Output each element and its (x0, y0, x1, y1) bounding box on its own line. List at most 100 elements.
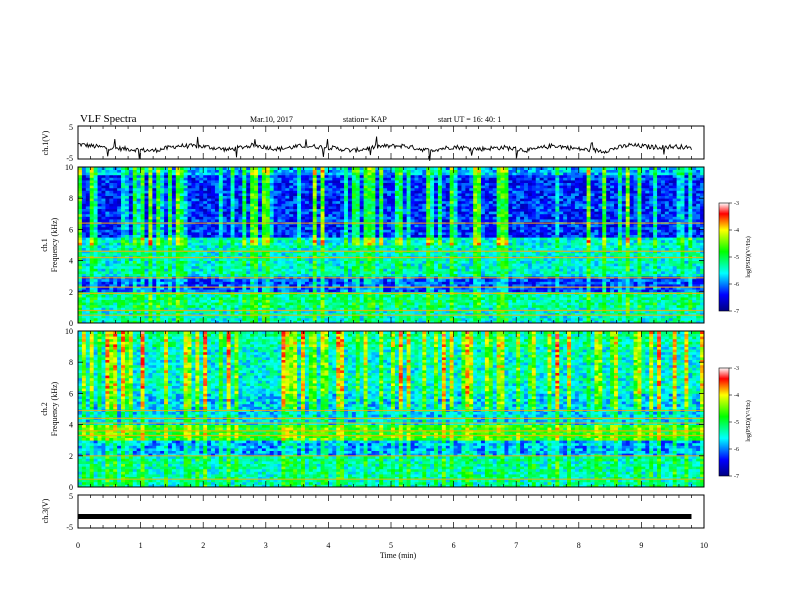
spectrogram-cell (434, 286, 439, 290)
spectrogram-cell (649, 320, 654, 323)
spectrogram-cell (293, 315, 298, 319)
spectrogram-cell (383, 297, 388, 300)
spectrogram-cell (653, 247, 658, 251)
spectrogram-cell (285, 278, 290, 282)
spectrogram-cell (175, 281, 181, 285)
spectrogram-cell (516, 286, 521, 290)
spectrogram-cell (434, 320, 439, 323)
spectrogram-cell (144, 307, 149, 311)
spectrogram-cell (160, 278, 165, 282)
spectrogram-cell (238, 258, 243, 261)
spectrogram-cell (301, 242, 306, 246)
spectrogram-cell (301, 294, 306, 298)
spectrogram-cell (336, 289, 341, 293)
spectrogram-cell (680, 242, 685, 246)
spectrogram-cell (527, 242, 533, 246)
spectrogram-cell (637, 315, 642, 319)
spectrogram-cell (152, 304, 157, 308)
spectrogram-cell (617, 247, 623, 251)
spectrogram-cell (136, 299, 141, 303)
spectrogram-cell (297, 258, 302, 261)
spectrogram-cell (445, 312, 451, 316)
spectrogram-cell (434, 273, 439, 277)
spectrogram-cell (582, 271, 588, 274)
spectrogram-cell (359, 242, 365, 246)
spectrogram-cell (261, 268, 267, 272)
spectrogram-cell (488, 310, 494, 313)
spectrogram-cell (469, 247, 474, 251)
spectrogram-cell (664, 265, 670, 269)
spectrogram-cell (383, 247, 388, 251)
spectrogram-cell (222, 268, 228, 272)
spectrogram-cell (578, 315, 584, 319)
spectrogram-cell (246, 286, 251, 290)
spectrogram-cell (555, 260, 560, 264)
spectrogram-cell (610, 312, 615, 316)
spectrogram-cell (265, 284, 271, 287)
spectrogram-cell (637, 242, 642, 246)
spectrogram-cell (434, 278, 439, 282)
spectrogram-cell (344, 265, 349, 269)
spectrogram-cell (277, 271, 282, 274)
spectrogram-cell (183, 263, 188, 267)
spectrogram-cell (203, 312, 208, 316)
spectrogram-cell (156, 302, 161, 306)
spectrogram-cell (316, 320, 321, 323)
spectrogram-cell (430, 284, 435, 287)
spectrogram-cell (590, 294, 595, 298)
spectrogram-cell (128, 242, 134, 246)
spectrogram-cell (387, 299, 392, 303)
spectrogram-cell (355, 312, 361, 316)
spectrogram-cell (633, 242, 638, 246)
spectrogram-cell (641, 289, 646, 293)
spectrogram-cell (547, 252, 552, 256)
spectrogram-cell (578, 273, 584, 277)
spectrogram-cell (183, 294, 188, 298)
spectrogram-cell (426, 299, 431, 303)
spectrogram-cell (551, 252, 556, 256)
spectrogram-cell (203, 245, 208, 248)
spectrogram-cell (281, 320, 286, 323)
spectrogram-cell (469, 281, 474, 285)
spectrogram-cell (254, 310, 259, 313)
spectrogram-cell (668, 315, 674, 319)
spectrogram-cell (285, 320, 290, 323)
spectrogram-cell (527, 278, 533, 282)
spectrogram-cell (492, 271, 498, 274)
spectrogram-cell (214, 312, 220, 316)
spectrogram-cell (246, 304, 251, 308)
spectrogram-cell (152, 247, 157, 251)
spectrogram-cell (430, 286, 435, 290)
spectrogram-cell (414, 307, 419, 311)
spectrogram-cell (434, 242, 439, 246)
spectrogram-cell (312, 310, 318, 313)
spectrogram-cell (700, 299, 704, 303)
spectrogram-cell (488, 315, 494, 319)
spectrogram-cell (320, 312, 325, 316)
spectrogram-cell (692, 252, 697, 256)
spectrogram-cell (281, 294, 286, 298)
spectrogram-cell (265, 271, 271, 274)
spectrogram-cell (441, 252, 447, 256)
spectrogram-cell (332, 317, 337, 321)
spectrogram-cell (265, 304, 271, 308)
spectrogram-cell (328, 265, 333, 269)
spectrogram-cell (371, 297, 376, 300)
spectrogram-cell (359, 317, 365, 321)
spectrogram-cell (480, 252, 486, 256)
spectrogram-cell (445, 268, 451, 272)
spectrogram-cell (304, 258, 310, 261)
spectrogram-cell (500, 245, 505, 248)
spectrogram-cell (183, 281, 188, 285)
spectrogram-cell (113, 302, 118, 306)
spectrogram-cell (524, 297, 529, 300)
spectrogram-cell (672, 307, 678, 311)
spectrogram-cell (367, 252, 372, 256)
spectrogram-cell (367, 278, 372, 282)
spectrogram-cell (610, 273, 615, 277)
spectrogram-cell (308, 278, 314, 282)
spectrogram-cell (304, 304, 310, 308)
spectrogram-cell (375, 320, 380, 323)
spectrogram-cell (469, 278, 474, 282)
spectrogram-cell (238, 268, 243, 272)
